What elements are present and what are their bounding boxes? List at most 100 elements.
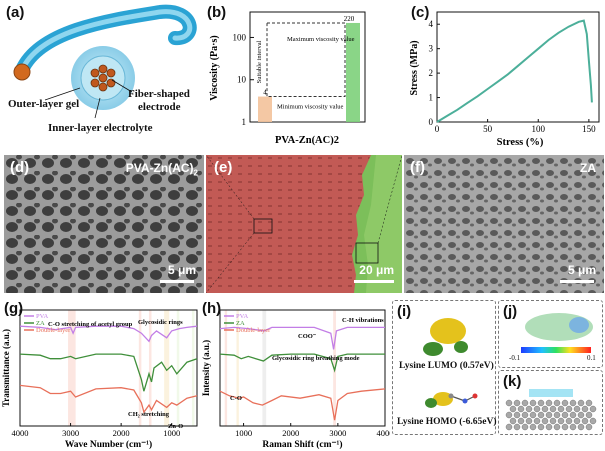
zn-atom bbox=[521, 399, 529, 407]
zn-atom bbox=[513, 423, 521, 431]
panel-label-h: (h) bbox=[202, 300, 222, 317]
zn-atom bbox=[537, 423, 545, 431]
sem-image-f: (f) ZA 5 μm bbox=[404, 155, 604, 293]
band-g bbox=[138, 310, 142, 426]
sem-title-d: PVA-Zn(AC)2 bbox=[126, 161, 198, 177]
zn-atom bbox=[513, 411, 521, 419]
annotation-g: Glycosidic rings bbox=[138, 319, 183, 326]
zn-atom bbox=[585, 411, 593, 419]
zn-atom bbox=[529, 423, 537, 431]
label-fiber-electrode-2: electrode bbox=[138, 101, 181, 113]
lumo-label: Lysine LUMO (0.57eV) bbox=[399, 361, 494, 371]
x-tick-label-c: 0 bbox=[435, 124, 440, 134]
zn-atom bbox=[577, 411, 585, 419]
x-tick-label-g: 4000 bbox=[12, 428, 29, 438]
zn-atom bbox=[505, 423, 513, 431]
zn-atom bbox=[569, 399, 577, 407]
x-tick-label-g: 3000 bbox=[62, 428, 79, 438]
zn-atom bbox=[557, 417, 565, 425]
porous-texture-f bbox=[404, 155, 604, 293]
zn-atom bbox=[513, 399, 521, 407]
label-fiber-electrode-1: Fiber-shaped bbox=[128, 88, 190, 100]
zn-atom bbox=[573, 417, 581, 425]
orbital-render bbox=[423, 318, 478, 408]
x-tick-label-h: 1000 bbox=[235, 428, 252, 438]
zn-atom bbox=[581, 405, 589, 413]
annotation-h: Glycosidic ring breathing mode bbox=[272, 355, 360, 362]
x-tick-label-c: 100 bbox=[532, 124, 546, 134]
legend-label-h: Double-layer bbox=[236, 327, 271, 334]
zn-atom bbox=[537, 399, 545, 407]
annotation-min: Minimum viscosity value bbox=[277, 104, 344, 111]
series-h-2 bbox=[219, 388, 386, 421]
zn-slab-adsorption bbox=[505, 389, 597, 431]
zn-atom bbox=[509, 405, 517, 413]
zn-atom bbox=[589, 417, 597, 425]
suitable-interval-box bbox=[266, 22, 346, 98]
series-g-2 bbox=[19, 384, 198, 414]
cross-section-e bbox=[206, 155, 402, 293]
y-tick-label-c: 2 bbox=[429, 68, 434, 78]
zn-atom bbox=[561, 399, 569, 407]
annotation-g: CH₂ stretching bbox=[128, 411, 170, 418]
scale-bar-d bbox=[160, 280, 194, 283]
plot-frame-c bbox=[436, 11, 600, 123]
zn-atom bbox=[517, 405, 525, 413]
y-tick-label-c: 1 bbox=[429, 93, 434, 103]
series-h-0 bbox=[219, 326, 385, 350]
panel-g: (g) 4000 3000 2000 1000 PVA ZA Double-layer C-O… bbox=[0, 298, 200, 451]
zn-atom bbox=[569, 411, 577, 419]
panel-a: (a) Outer-layer gel Fiber-shaped electro… bbox=[0, 0, 200, 150]
colorbar-max: 0.1 bbox=[587, 354, 596, 362]
zn-atom bbox=[577, 423, 585, 431]
sem-image-e: (e) 20 μm bbox=[206, 155, 402, 293]
band-g bbox=[191, 310, 195, 426]
zn-atom bbox=[529, 399, 537, 407]
zn-atom bbox=[529, 411, 537, 419]
band-h bbox=[262, 310, 267, 426]
zn-atom bbox=[589, 405, 597, 413]
zn-atom bbox=[565, 405, 573, 413]
stress-curve bbox=[436, 19, 593, 123]
fiber-battery-schematic bbox=[13, 4, 197, 119]
zn-atom bbox=[545, 423, 553, 431]
zn-atom bbox=[541, 405, 549, 413]
panel-label-k: (k) bbox=[503, 373, 522, 390]
y-tick-label-b: 10 bbox=[237, 75, 247, 85]
y-axis-label-h: Intensity (a.u.) bbox=[201, 340, 211, 396]
bar-data-label-b: 220 bbox=[344, 15, 355, 23]
panel-label-i: (i) bbox=[397, 303, 412, 320]
zn-atom bbox=[525, 417, 533, 425]
legend-label-g: PVA bbox=[36, 313, 48, 320]
band-g bbox=[176, 310, 180, 426]
scale-bar-e bbox=[354, 280, 394, 283]
zn-atom bbox=[521, 423, 529, 431]
bar-b-1 bbox=[346, 22, 360, 122]
x-axis-label-h: Raman Shift (cm⁻¹) bbox=[262, 439, 342, 450]
y-axis-label-c: Stress (MPa) bbox=[409, 40, 420, 95]
x-axis-label-c: Stress (%) bbox=[497, 137, 544, 148]
zn-atom bbox=[505, 411, 513, 419]
label-inner-electrolyte: Inner-layer electrolyte bbox=[48, 122, 153, 134]
panel-j: (j) -0.1 0.1 bbox=[498, 300, 603, 368]
panel-label-f: (f) bbox=[410, 159, 425, 176]
plot-frame-b bbox=[249, 11, 366, 123]
zn-atom bbox=[585, 399, 593, 407]
sem-title-f: ZA bbox=[580, 161, 596, 175]
zn-atom bbox=[553, 411, 561, 419]
sem-image-d: (d) PVA-Zn(AC)2 5 μm bbox=[4, 155, 204, 293]
panel-k: (k) bbox=[498, 370, 603, 435]
panel-label-d: (d) bbox=[10, 159, 30, 176]
zn-atom bbox=[561, 411, 569, 419]
zn-atom bbox=[565, 417, 573, 425]
bar-b-0 bbox=[258, 96, 272, 122]
band-h bbox=[236, 310, 239, 426]
scale-label-e: 20 μm bbox=[359, 263, 394, 277]
stress-strain-chart: 0 50 100 150 0 1 2 3 4 Stress (MPa) Stress (%) bbox=[409, 11, 600, 148]
esp-surface bbox=[521, 313, 593, 353]
zn-atom bbox=[585, 423, 593, 431]
x-tick-label-g: 1000 bbox=[163, 428, 180, 438]
panel-c: (c) 0 50 100 150 0 1 2 3 4 Stress (MPa) Stress (%) bbox=[405, 0, 605, 150]
zn-atom bbox=[537, 411, 545, 419]
panel-b: (b) 1 10 100 4 220 Suitable interval Maximum v… bbox=[205, 0, 405, 150]
